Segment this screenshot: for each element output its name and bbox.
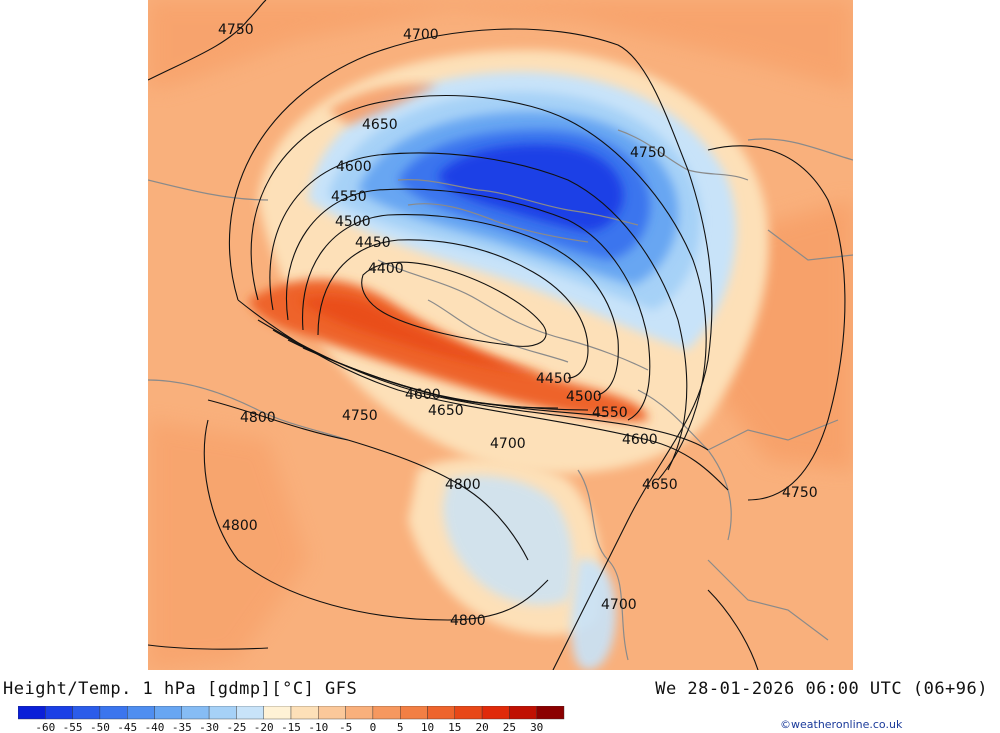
- contour-label: 4700: [601, 597, 637, 613]
- contour-labels: 4750 4700 4650 4600 4550 4500 4450 4400 …: [218, 22, 818, 629]
- colorbar-swatch: [400, 706, 428, 720]
- colorbar-swatch: [126, 706, 155, 720]
- colorbar-tick-label: 10: [421, 721, 434, 732]
- colorbar-swatch: [236, 706, 264, 720]
- colorbar-tick-label: -55: [63, 721, 83, 732]
- contour-label: 4700: [403, 27, 439, 43]
- contour-label: 4700: [490, 436, 526, 452]
- colorbar-tick-label: -35: [172, 721, 192, 732]
- colorbar-swatch: [536, 706, 565, 720]
- colorbar-swatch: [318, 706, 346, 720]
- colorbar-swatch: [181, 706, 210, 720]
- contour-label: 4750: [342, 408, 378, 424]
- contour-label: 4750: [782, 485, 818, 501]
- contour-label: 4800: [450, 613, 486, 629]
- colorbar-tick-label: -20: [254, 721, 274, 732]
- contour-label: 4650: [428, 403, 464, 419]
- colorbar-swatch: [454, 706, 483, 720]
- temperature-shading: [148, 0, 853, 670]
- colorbar-tick-label: -5: [339, 721, 352, 732]
- contour-label: 4450: [355, 235, 391, 251]
- colorbar-ticks: -60 -55 -50 -45 -40 -35 -30 -25 -20 -15 -10 -5 0 5 10 1…: [35, 721, 543, 732]
- colorbar-swatch: [154, 706, 182, 720]
- colorbar-swatch: [481, 706, 510, 720]
- colorbar-swatches: [18, 706, 565, 720]
- contour-label: 4600: [405, 387, 441, 403]
- contour-label: 4750: [218, 22, 254, 38]
- credit-link[interactable]: ©weatheronline.co.uk: [780, 718, 903, 731]
- colorbar-swatch: [72, 706, 101, 720]
- colorbar-tick-label: -10: [308, 721, 328, 732]
- colorbar-swatch: [427, 706, 455, 720]
- colorbar-tick-label: -40: [145, 721, 165, 732]
- colorbar-tick-label: 25: [503, 721, 516, 732]
- contour-label: 4750: [630, 145, 666, 161]
- map-panel[interactable]: 4750 4700 4650 4600 4550 4500 4450 4400 …: [148, 0, 853, 670]
- contour-label: 4500: [566, 389, 602, 405]
- colorbar-tick-label: 15: [448, 721, 461, 732]
- colorbar-swatch: [18, 706, 46, 720]
- colorbar-tick-label: 0: [370, 721, 377, 732]
- contour-label: 4600: [622, 432, 658, 448]
- colorbar-swatch: [372, 706, 401, 720]
- colorbar: -60 -55 -50 -45 -40 -35 -30 -25 -20 -15 -10 -5 0 5 10 1…: [18, 706, 565, 732]
- colorbar-swatch: [290, 706, 319, 720]
- contour-label: 4800: [445, 477, 481, 493]
- colorbar-swatch: [345, 706, 374, 720]
- colorbar-tick-label: 30: [530, 721, 543, 732]
- colorbar-swatch: [263, 706, 292, 720]
- height-contours: [148, 0, 846, 670]
- contour-label: 4550: [331, 189, 367, 205]
- colorbar-tick-label: -60: [35, 721, 55, 732]
- contour-label: 4400: [368, 261, 404, 277]
- colorbar-swatch: [509, 706, 537, 720]
- colorbar-swatch: [45, 706, 73, 720]
- colorbar-tick-label: -25: [226, 721, 246, 732]
- contour-label: 4450: [536, 371, 572, 387]
- contour-label: 4800: [222, 518, 258, 534]
- colorbar-tick-label: -30: [199, 721, 219, 732]
- coastlines: [148, 129, 853, 661]
- contour-label: 4550: [592, 405, 628, 421]
- colorbar-swatch: [208, 706, 237, 720]
- contour-label: 4500: [335, 214, 371, 230]
- colorbar-tick-label: 20: [475, 721, 488, 732]
- contour-label: 4800: [240, 410, 276, 426]
- chart-title: Height/Temp. 1 hPa [gdmp][°C] GFS: [3, 679, 358, 699]
- colorbar-tick-label: -50: [90, 721, 110, 732]
- contour-label: 4650: [362, 117, 398, 133]
- contour-label: 4600: [336, 159, 372, 175]
- contour-label: 4650: [642, 477, 678, 493]
- colorbar-tick-label: 5: [397, 721, 404, 732]
- colorbar-tick-label: -45: [117, 721, 137, 732]
- colorbar-tick-label: -15: [281, 721, 301, 732]
- colorbar-swatch: [99, 706, 128, 720]
- forecast-datetime: We 28-01-2026 06:00 UTC (06+96): [655, 679, 988, 699]
